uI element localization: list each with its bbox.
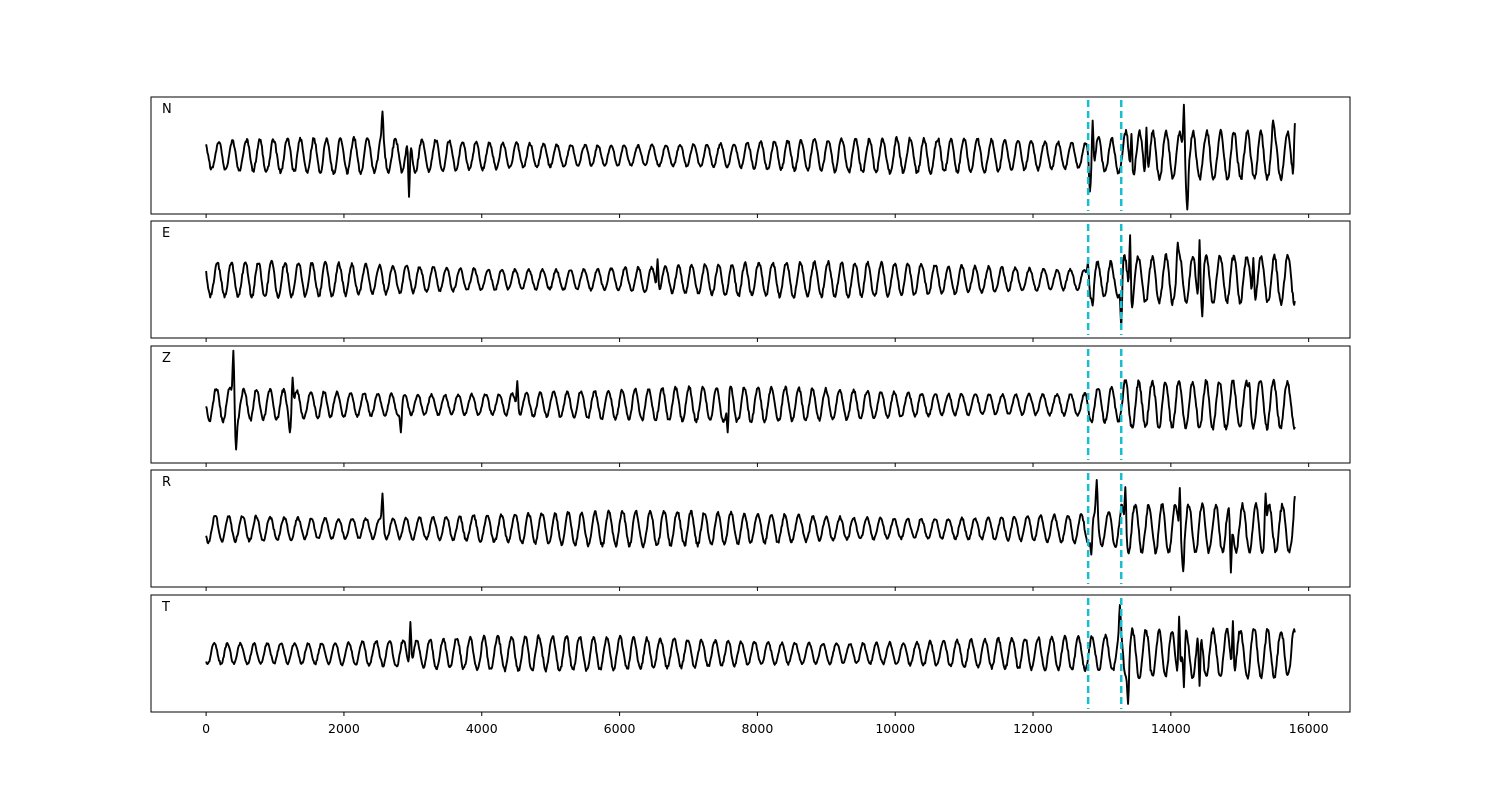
waveform-r	[205, 478, 1296, 574]
x-tick-label: 8000	[741, 721, 773, 736]
panel-e: E	[150, 220, 1351, 342]
x-tick-label: 12000	[1013, 721, 1053, 736]
x-tick-label: 4000	[466, 721, 498, 736]
x-tick-label: 14000	[1151, 721, 1191, 736]
x-tick-label: 10000	[875, 721, 915, 736]
x-tick-label: 0	[202, 721, 210, 736]
channel-label: R	[162, 475, 171, 490]
panel-frame	[150, 96, 1351, 215]
waveform-t	[205, 603, 1296, 705]
panel-r: R	[150, 469, 1351, 591]
channel-label: N	[162, 102, 172, 117]
x-tick-label: 2000	[328, 721, 360, 736]
x-tick-label: 6000	[604, 721, 636, 736]
panel-frame	[150, 345, 1351, 464]
panel-t: T	[150, 594, 1351, 716]
waveform-n	[205, 103, 1296, 211]
channel-label: E	[162, 226, 170, 241]
waveform-e	[205, 234, 1296, 330]
waveform-z	[205, 349, 1296, 451]
panel-z: Z	[150, 345, 1351, 467]
panel-frame	[150, 469, 1351, 588]
panel-n: N	[150, 96, 1351, 218]
panels: N E Z R T	[150, 96, 1351, 716]
x-axis: 0 2000 4000 6000 8000 10000 12000 14000 16000	[202, 721, 1328, 736]
panel-frame	[150, 594, 1351, 713]
panel-frame	[150, 220, 1351, 339]
x-tick-label: 16000	[1289, 721, 1329, 736]
channel-label: Z	[162, 351, 171, 366]
channel-label: T	[161, 600, 170, 615]
